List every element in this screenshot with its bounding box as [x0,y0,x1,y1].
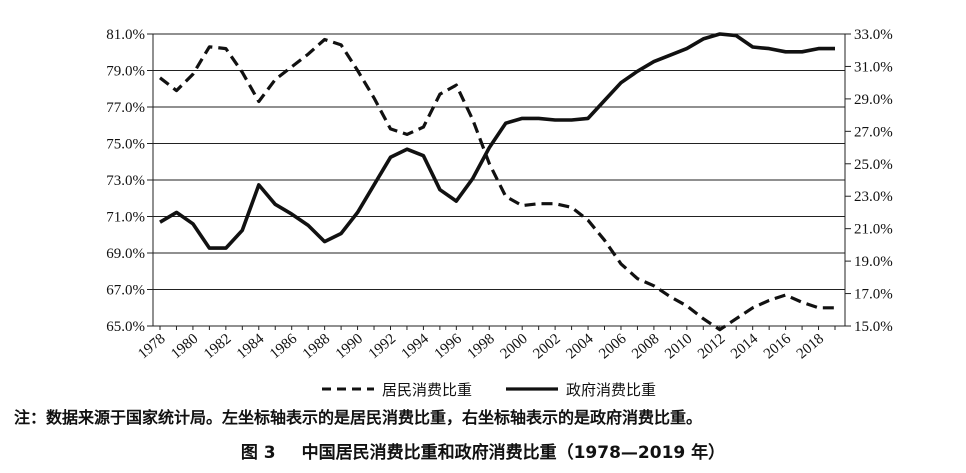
legend-label-household: 居民消费比重 [382,381,472,399]
x-tick-label: 2002 [530,331,563,363]
figure-title: 中国居民消费比重和政府消费比重（1978—2019 年） [301,443,726,463]
y-left-tick-label: 75.0% [106,137,145,153]
y-right-tick-label: 33.0% [854,27,893,43]
y-left-tick-label: 65.0% [106,319,145,335]
x-tick-label: 1994 [399,330,433,362]
y-left-tick-label: 67.0% [106,283,145,299]
y-left-tick-label: 77.0% [106,100,145,116]
series-line-household [159,37,835,332]
y-right-tick-label: 29.0% [854,92,893,108]
x-tick-label: 2006 [596,330,630,362]
chart-legend: 居民消费比重 政府消费比重 [322,381,656,399]
figure-number: 图 3 [240,443,276,463]
x-tick-label: 1988 [300,331,333,363]
legend-label-government: 政府消费比重 [566,381,656,399]
x-tick-label: 2018 [794,331,827,363]
y-right-tick-label: 31.0% [854,59,893,75]
x-tick-label: 1982 [201,331,234,363]
x-tick-label: 1998 [465,331,498,363]
x-tick-label: 2014 [728,330,762,362]
x-tick-label: 2000 [498,331,531,363]
y-left-tick-label: 69.0% [106,246,145,262]
y-right-tick-label: 17.0% [854,287,893,303]
series-line-government [159,32,835,250]
y-right-tick-label: 23.0% [854,189,893,205]
y-left-tick-label: 73.0% [106,173,145,189]
footnote: 注：数据来源于国家统计局。左坐标轴表示的是居民消费比重，右坐标轴表示的是政府消费… [14,408,703,427]
x-tick-label: 2012 [695,331,728,363]
x-tick-label: 1986 [267,330,301,362]
y-left-tick-label: 71.0% [106,210,145,226]
x-tick-label: 1978 [135,331,168,363]
line-chart: 65.0% 67.0% 69.0% 71.0% 73.0% 75.0% 77.0% 79.0%… [106,27,893,363]
y-left-tick-label: 81.0% [106,27,145,43]
y-left-tick-label: 79.0% [106,64,145,80]
figure-caption: 图 3 中国居民消费比重和政府消费比重（1978—2019 年） [0,438,966,463]
x-tick-label: 1990 [333,331,366,363]
x-tick-label: 2008 [629,331,662,363]
y-right-tick-label: 15.0% [854,319,893,335]
y-right-tick-label: 27.0% [854,124,893,140]
x-tick-label: 2004 [563,330,597,362]
x-tick-label: 1984 [234,330,268,362]
x-tick-label: 2010 [662,331,695,363]
x-tick-label: 1996 [432,330,466,362]
x-tick-label: 1992 [366,331,399,363]
x-tick-label: 2016 [761,330,795,362]
x-tick-label: 1980 [168,331,201,363]
y-right-tick-label: 25.0% [854,157,893,173]
y-right-tick-label: 19.0% [854,254,893,270]
y-right-tick-label: 21.0% [854,222,893,238]
